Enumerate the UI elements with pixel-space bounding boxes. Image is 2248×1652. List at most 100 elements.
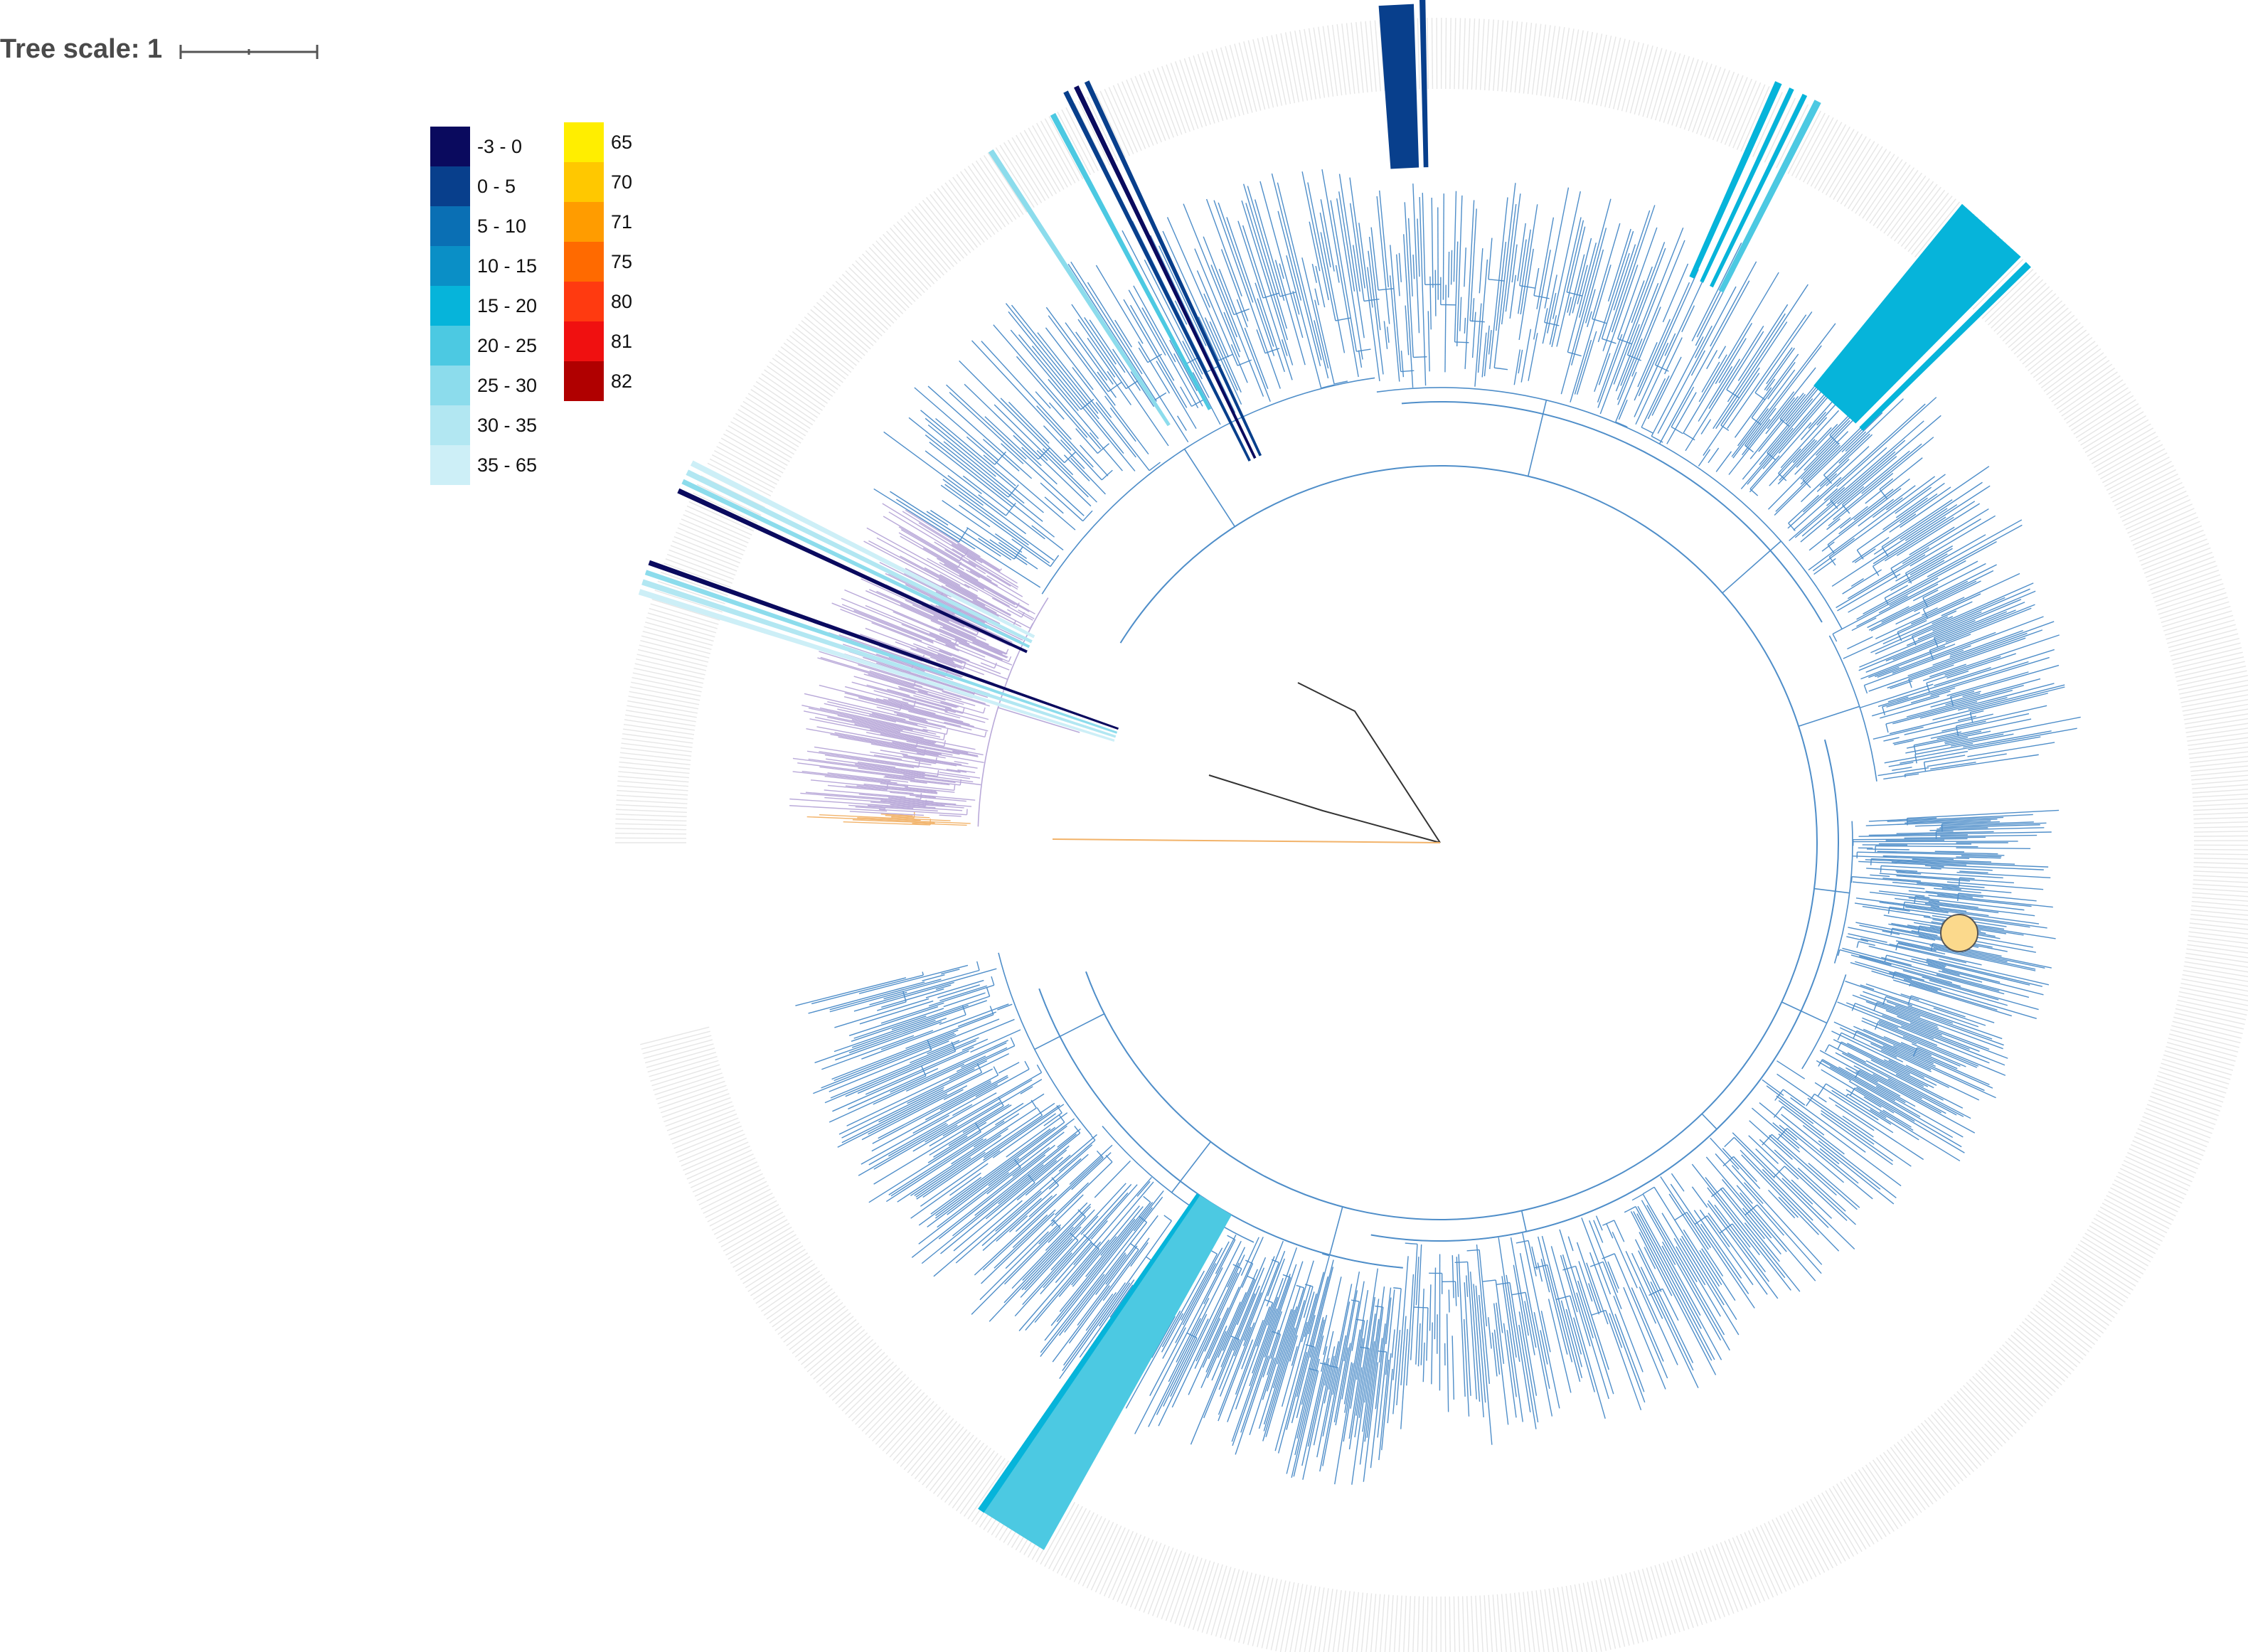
leaf-branch [1518,229,1531,314]
leaf-branch [957,1011,997,1028]
leaf-branch [944,549,986,575]
leaf-branch [1243,1326,1252,1346]
leaf-branch [1828,472,1894,527]
ring-tick [1654,52,1676,121]
internal-arc [1405,1242,1417,1245]
leaf-branch [1612,205,1656,333]
ring-tick [2087,1229,2149,1267]
ring-tick [2182,974,2248,987]
ring-tick [2024,1318,2081,1364]
internal-arc [1602,1253,1615,1259]
ring-tick [1531,1591,1540,1652]
leaf-branch [1883,1059,1937,1086]
leaf-branch [1882,1109,1912,1128]
ring-tick [2192,892,2248,897]
ring-tick [2176,1003,2247,1020]
leaf-branch [1348,1367,1363,1450]
leaf-branch [940,1149,1067,1254]
leaf-branch [982,1157,1104,1271]
legend-blue-label: 25 - 30 [477,374,538,396]
ring-tick [1233,1572,1252,1642]
ring-tick [1865,161,1907,221]
leaf-branch [1044,1190,1164,1341]
leaf-branch [1314,320,1329,379]
ring-tick [1855,154,1895,214]
legend-blue-item: -3 - 0 [430,127,537,166]
leaf-branch [1112,348,1141,391]
leaf-branch [1841,1041,1934,1089]
leaf-branch [1625,1251,1678,1365]
ring-tick [1175,61,1199,129]
ring-tick [1999,1347,2053,1397]
ring-tick [2114,1179,2178,1213]
legend-heat-label: 82 [611,370,633,392]
ring-tick [1011,137,1050,199]
leaf-branch [1204,1318,1221,1352]
leaf-branch [789,805,888,812]
ring-tick [851,1370,903,1422]
leaf-branch [1941,601,1973,617]
leaf-branch [1203,293,1210,308]
leaf-branch [1907,632,2028,677]
data-bar [1700,87,1794,283]
leaf-branch [1296,1346,1315,1419]
ring-tick [925,1432,971,1488]
ring-tick [948,179,992,238]
leaf-branch [1929,664,1966,678]
internal-arc [957,561,962,568]
leaf-branch [1895,486,1932,514]
ring-tick [841,1361,894,1412]
root-branch [1297,682,1441,843]
internal-arc [1304,1284,1314,1287]
ring-tick [1876,170,1919,229]
leaf-branch [1897,942,1937,952]
internal-arc [991,976,995,986]
leaf-branch [1727,313,1786,403]
leaf-branch [942,1102,1001,1136]
ring-tick [2174,656,2244,673]
ring-tick [1990,1357,2043,1407]
leaf-branch [1887,1078,1957,1116]
ring-tick [2184,961,2248,973]
clade-stem [1171,1141,1211,1193]
ring-tick [733,1230,794,1268]
leaf-branch [1309,1267,1334,1358]
leaf-branch [1801,456,1897,537]
leaf-branch [808,707,913,731]
leaf-branch [1691,1186,1708,1208]
ring-tick [1299,1585,1312,1652]
leaf-branch [1570,1295,1606,1419]
leaf-branch [1637,342,1658,388]
leaf-branch [1833,1039,1929,1087]
ring-tick [1880,172,1922,231]
ring-tick [1814,126,1850,189]
internal-arc [1824,1044,1830,1053]
internal-arc [1926,683,1930,693]
leaf-branch [1873,516,1946,565]
ring-tick [979,157,1021,218]
ring-tick [885,1401,934,1455]
leaf-branch [1244,327,1269,389]
ring-tick [1117,1536,1146,1602]
ring-tick [1634,46,1653,115]
leaf-branch [1657,286,1737,434]
leaf-branch [865,627,954,662]
leaf-branch [1905,754,2039,775]
leaf-branch [1602,210,1651,351]
leaf-branch [1813,558,1836,575]
ring-tick [1129,1541,1158,1608]
leaf-branch [1933,1007,1986,1026]
leaf-branch [953,1182,1035,1252]
leaf-branch [1474,303,1482,387]
ring-tick [1215,1567,1236,1637]
ring-tick [1813,1496,1850,1560]
leaf-branch [1071,1239,1110,1286]
leaf-branch [1800,431,1849,480]
leaf-branch [1291,1259,1334,1424]
leaf-branch [1890,560,1945,591]
leaf-branch [1882,855,1970,859]
leaf-branch [1158,1247,1246,1427]
ring-tick [1821,1492,1858,1555]
leaf-branch [1599,242,1666,415]
ring-tick [1720,77,1748,144]
